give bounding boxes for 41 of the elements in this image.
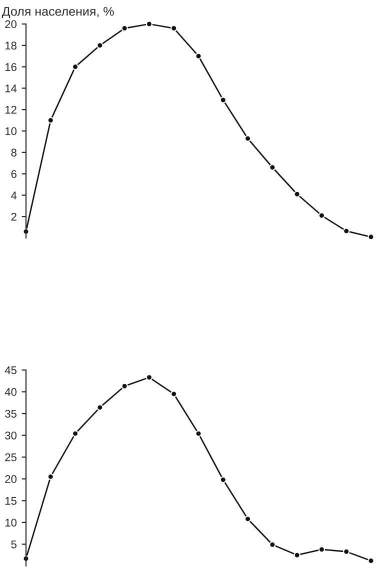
point [318,546,326,553]
point [195,430,202,437]
point [220,96,226,104]
y-tick-label: 10 [5,127,17,136]
point [47,473,54,480]
point [96,42,104,49]
point [121,382,128,390]
point [146,20,153,28]
point [318,212,326,219]
y-tick-label: 15 [5,497,17,505]
y-tick-label: 4 [11,192,17,200]
point [220,476,226,484]
point [294,552,300,558]
point [170,390,178,398]
y-tick-label: 5 [11,540,17,548]
point [146,374,153,381]
y-tick-label: 40 [4,388,17,396]
y-tick-label: 45 [4,366,17,374]
y-tick-label: 6 [11,170,16,178]
point [269,164,276,171]
y-tick-label: 20 [5,475,17,484]
point [269,541,276,548]
y-tick-label: 14 [5,84,17,92]
y-tick-label: 10 [5,518,17,527]
y-tick-label: 2 [11,212,16,221]
y-tick-label: 8 [11,148,16,157]
y-tick-label: 18 [5,42,16,50]
point [47,117,54,124]
point [343,548,350,555]
y-tick-label: 12 [5,106,16,114]
chart-title: Доля населения, % [2,6,114,18]
point [368,234,374,240]
point [294,190,300,198]
y-tick-label: 25 [5,453,17,462]
y-tick-label: 16 [5,63,16,71]
y-tick-label: 30 [5,432,17,440]
point [195,52,202,60]
y-tick-label: 20 [5,20,17,28]
point [96,404,104,411]
point [343,228,350,234]
y-tick-label: 35 [5,410,17,418]
